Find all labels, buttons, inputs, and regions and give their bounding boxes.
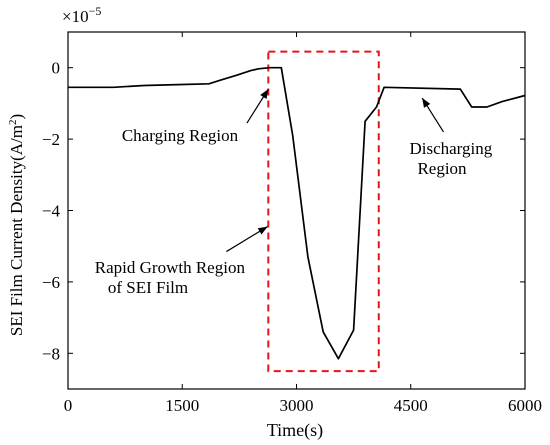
annotation-discharging-line-1: Discharging xyxy=(409,139,492,158)
highlight-box-rapid-growth xyxy=(267,50,380,373)
series-line xyxy=(68,66,526,360)
annotation-discharging-line-2: Region xyxy=(417,159,467,178)
y-axis-title-superscript: 2 xyxy=(7,120,19,126)
annotation-arrow-head xyxy=(422,98,431,108)
x-tick-label: 6000 xyxy=(508,396,542,415)
y-axis-title-close: ) xyxy=(7,114,26,120)
y-tick-label: −6 xyxy=(42,273,60,292)
y-tick-label: −8 xyxy=(42,344,60,363)
multiplier-base: ×10 xyxy=(62,7,89,26)
annotation-rapid-growth-line-1: Rapid Growth Region xyxy=(95,258,246,277)
annotation-charging-region: Charging Region xyxy=(122,126,239,145)
y-axis-title-main: SEI Film Current Density(A/m xyxy=(7,125,26,336)
annotation-arrow-head xyxy=(257,226,268,235)
annotation-arrow-head xyxy=(260,89,269,99)
x-tick-label: 3000 xyxy=(280,396,314,415)
annotation-rapid-growth-line-2: of SEI Film xyxy=(108,278,188,297)
annotation-rapid-growth-region: Rapid Growth Region of SEI Film xyxy=(95,258,249,297)
x-tick-label: 4500 xyxy=(394,396,428,415)
annotation-charging-line-1: Charging Region xyxy=(122,126,239,145)
x-tick-label: 0 xyxy=(64,396,73,415)
y-tick-label: −4 xyxy=(42,202,61,221)
y-tick-label: 0 xyxy=(52,59,61,78)
y-axis-title: SEI Film Current Density(A/m2) xyxy=(7,114,26,336)
axis-multiplier: ×10−5 xyxy=(62,4,101,26)
annotation-discharging-region: Discharging Region xyxy=(409,139,496,178)
x-axis-title: Time(s) xyxy=(267,420,323,441)
y-tick-label: −2 xyxy=(42,130,60,149)
x-tick-label: 1500 xyxy=(165,396,199,415)
multiplier-exponent: −5 xyxy=(89,4,102,18)
